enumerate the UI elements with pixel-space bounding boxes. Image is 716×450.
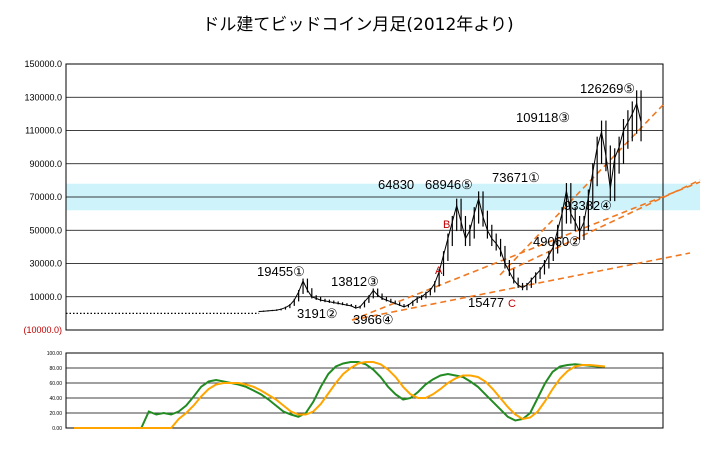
main-y-tick-label: 90000.0 xyxy=(29,159,62,169)
annotation-label: 64830 xyxy=(378,177,414,192)
main-y-tick-label: 70000.0 xyxy=(29,192,62,202)
oscillator-y-tick-label: 20.00 xyxy=(49,411,62,417)
oscillator-y-tick-label: 100.00 xyxy=(47,351,63,357)
oscillator-y-tick-label: 80.00 xyxy=(49,366,62,372)
trend-lines xyxy=(351,104,701,321)
main-y-tick-label: 30000.0 xyxy=(29,259,62,269)
annotation-label: 13812③ xyxy=(331,274,379,289)
oscillator-y-tick-label: 0.00 xyxy=(52,426,62,432)
annotation-label: 93382④ xyxy=(564,198,612,213)
annotation-label: B xyxy=(443,219,450,231)
main-y-tick-label: 110000.0 xyxy=(25,126,62,136)
oscillator-y-tick-label: 40.00 xyxy=(49,396,62,402)
trend-line-2 xyxy=(351,181,701,321)
oscillator-line-1 xyxy=(74,361,605,429)
annotation-label: 19455① xyxy=(257,264,305,279)
annotations: 19455① 3191② 13812③ 3966④ 64830 68946⑤ 15477 C 7… xyxy=(257,81,635,327)
annotation-label: 3966④ xyxy=(353,312,394,327)
annotation-label: 109118③ xyxy=(516,110,570,125)
annotation-label: 126269⑤ xyxy=(580,81,635,96)
price-series xyxy=(66,90,642,314)
oscillator-line-2 xyxy=(74,361,606,429)
price-line xyxy=(259,101,642,312)
oscillator-frame xyxy=(65,352,664,429)
annotation-label: 68946⑤ xyxy=(425,177,473,192)
main-y-tick-label: 10000.0 xyxy=(29,292,62,302)
annotation-label: C xyxy=(508,298,516,310)
main-y-tick-label: 150000.0 xyxy=(24,59,62,69)
annotation-label: 49060② xyxy=(533,234,581,249)
main-y-tick-label: (10000.0) xyxy=(23,325,62,335)
main-y-axis-ticks: 150000.0 130000.0 110000.0 90000.0 70000.0 50… xyxy=(23,59,62,335)
annotation-label: 73671① xyxy=(492,170,540,185)
oscillator-y-axis-ticks: 100.00 80.00 60.00 40.00 20.00 0.00 xyxy=(47,351,63,432)
main-y-tick-label: 130000.0 xyxy=(24,92,62,102)
annotation-label: 3191② xyxy=(297,306,338,321)
oscillator-y-tick-label: 60.00 xyxy=(49,381,62,387)
main-chart-grid xyxy=(65,63,700,331)
annotation-label: A xyxy=(435,265,443,277)
main-y-tick-label: 50000.0 xyxy=(29,225,62,235)
annotation-label: 15477 xyxy=(468,295,504,310)
chart-title: ドル建てビッドコイン月足(2012年より) xyxy=(202,15,514,35)
trend-line-4 xyxy=(509,179,701,271)
oscillator-series xyxy=(74,361,606,429)
